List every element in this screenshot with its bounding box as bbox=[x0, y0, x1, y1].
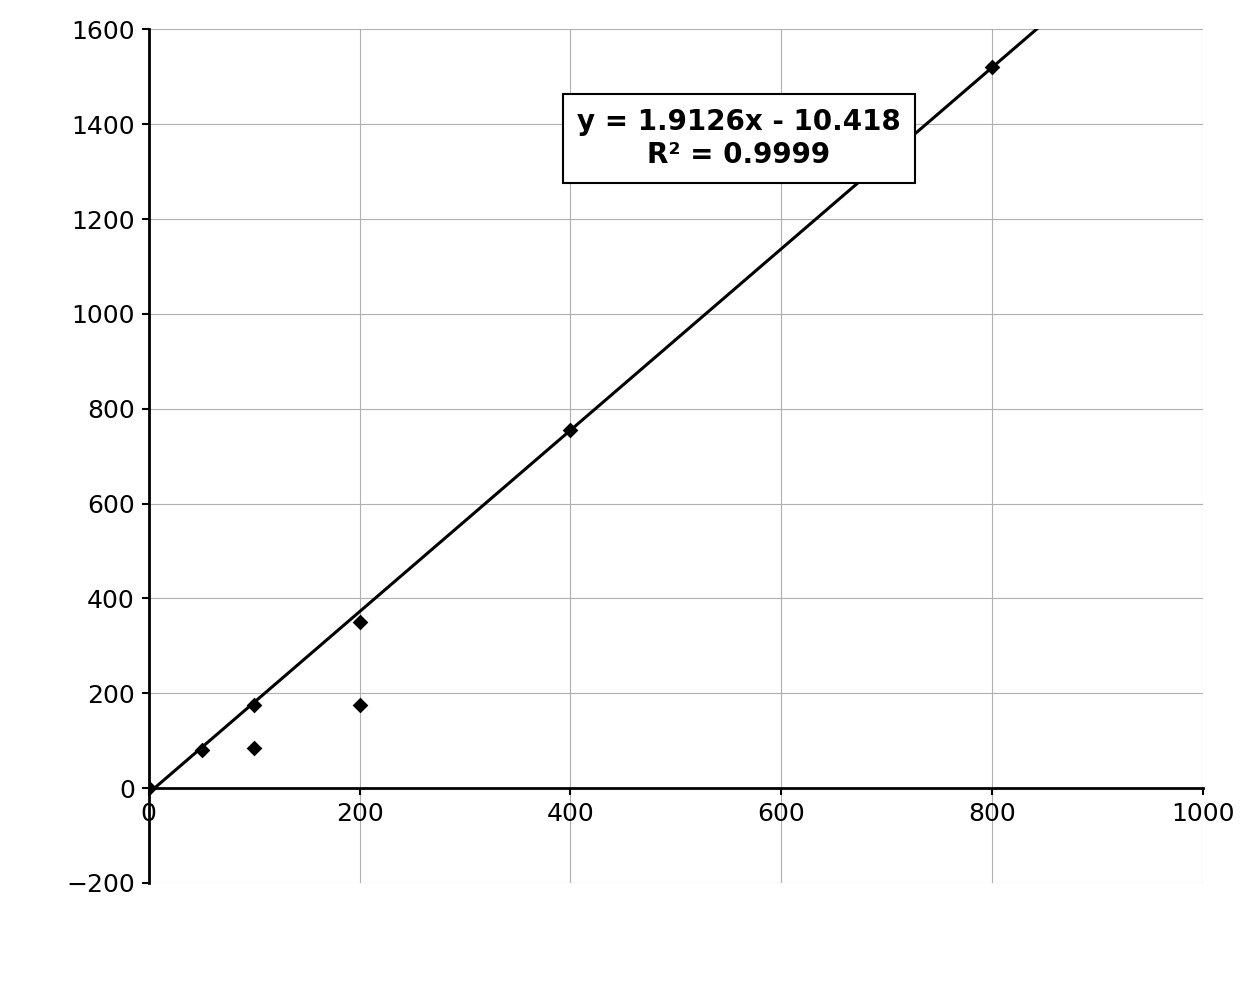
Point bbox=[560, 422, 580, 438]
Point bbox=[139, 780, 159, 796]
Text: y = 1.9126x - 10.418
R² = 0.9999: y = 1.9126x - 10.418 R² = 0.9999 bbox=[577, 108, 901, 169]
Point bbox=[244, 740, 264, 755]
Point bbox=[982, 60, 1002, 76]
Point bbox=[191, 743, 211, 758]
Point bbox=[244, 697, 264, 713]
Point bbox=[350, 614, 370, 630]
Point bbox=[350, 697, 370, 713]
